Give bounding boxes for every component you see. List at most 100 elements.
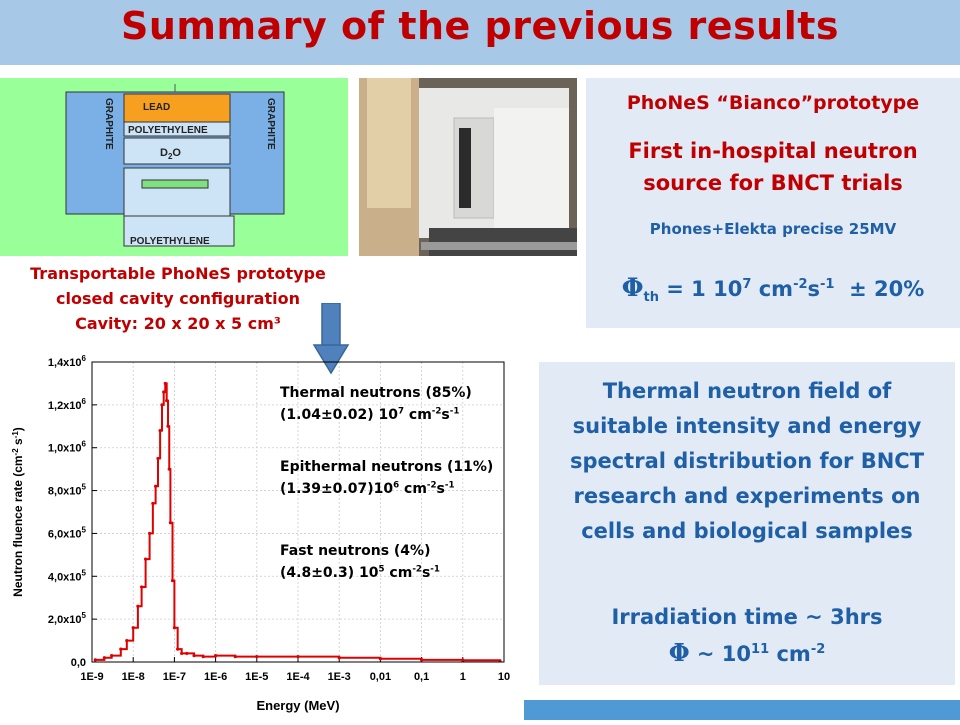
total-fluence: Φ ~ 1011 cm-2 [668, 638, 826, 667]
d2o-label: D2O [160, 147, 181, 161]
spectrum-point [180, 651, 184, 656]
cavity-frame [123, 167, 231, 217]
fast-legend: Fast neutrons (4%) (4.8±0.3) 105 cm-2s-1 [280, 540, 440, 584]
x-tick-label: 1E-6 [204, 671, 227, 683]
x-tick-label: 1E-3 [328, 671, 351, 683]
spectrum-point [144, 557, 148, 561]
x-tick-label: 1E-9 [80, 671, 103, 683]
slide-title: Summary of the previous results [120, 4, 840, 48]
spectrum-point [170, 578, 175, 583]
x-tick-label: 1E-5 [245, 671, 268, 683]
spectrum-point [162, 390, 166, 394]
y-tick-label: 6,0x105 [48, 525, 87, 540]
irradiation-time: Irradiation time ~ 3hrs [611, 605, 883, 629]
x-tick-label: 0,01 [370, 671, 391, 683]
spectrum-point [156, 456, 160, 461]
spectrum-point [147, 531, 152, 536]
y-tick-label: 1,0x106 [48, 440, 87, 455]
x-tick-label: 1E-4 [286, 671, 310, 683]
spectrum-point [233, 655, 237, 659]
fast-label: Fast neutrons (4%) [280, 543, 431, 559]
thermal-flux-value: Φth = 1 107 cm-2s-1 ± 20% [621, 273, 925, 306]
thermal-legend: Thermal neutrons (85%) (1.04±0.02) 107 c… [280, 382, 472, 426]
polyethylene-top-block [123, 121, 231, 137]
epithermal-legend: Epithermal neutrons (11%) (1.39±0.07)106… [280, 456, 493, 500]
photo-drawing [359, 78, 577, 256]
graphite-left-label: GRAPHITE [103, 98, 114, 150]
subtitle-line-1: First in-hospital neutron [628, 139, 918, 163]
spectrum-point [176, 647, 180, 651]
summary-line-2: suitable intensity and energy [572, 414, 922, 438]
spectrum-point [125, 638, 129, 643]
chart-series [93, 381, 502, 663]
x-tick-label: 0,1 [414, 671, 429, 683]
spectrum-point [420, 658, 424, 662]
prototype-subtitle: First in-hospital neutron source for BNC… [586, 135, 960, 199]
spectrum-point [151, 501, 155, 506]
neutron-spectrum-chart: 1E-9 1E-8 1E-7 1E-6 1E-5 1E-4 1E-3 0,01 0,1 1 10 0,… [2, 350, 520, 720]
summary-box: Thermal neutron field of suitable intens… [539, 362, 955, 685]
spectrum-point [172, 626, 176, 630]
spectrum-point [110, 653, 114, 658]
spectrum-point [192, 653, 196, 658]
caption-line-3: Cavity: 20 x 20 x 5 cm³ [75, 314, 281, 333]
y-tick-label: 0,0 [71, 657, 86, 669]
spectrum-point [201, 655, 205, 659]
spectrum-point [131, 626, 135, 630]
spectrum-point [119, 647, 123, 651]
x-tick-label: 1 [460, 671, 466, 683]
subtitle-line-2: source for BNCT trials [643, 171, 903, 195]
spectrum-point [296, 655, 300, 659]
y-axis-label: Neutron fluence rate (cm-2 s-1) [11, 427, 25, 597]
polyethylene-bottom-block [123, 215, 235, 247]
spectrum-point [255, 655, 259, 659]
spectrum-point [167, 467, 171, 471]
y-tick-label: 1,4x106 [48, 354, 87, 369]
caption-line-2: closed cavity configuration [56, 289, 300, 308]
polyethylene-top-label: POLYETHYLENE [128, 125, 208, 136]
spectrum-point [93, 658, 97, 662]
x-tick-label: 10 [498, 671, 510, 683]
graphite-right-label: GRAPHITE [265, 98, 276, 150]
prototype-caption: Transportable PhoNeS prototype closed ca… [0, 261, 356, 336]
prototype-info-box: PhoNeS “Bianco”prototype First in-hospit… [586, 78, 960, 328]
fast-value: (4.8±0.3) 105 cm-2s-1 [280, 564, 440, 581]
y-tick-label: 8,0x105 [48, 483, 87, 498]
x-axis-label: Energy (MeV) [256, 698, 339, 713]
x-tick-label: 1E-8 [122, 671, 145, 683]
plot-frame [91, 361, 505, 663]
cavity-slot [141, 179, 209, 189]
chart-svg: 1E-9 1E-8 1E-7 1E-6 1E-5 1E-4 1E-3 0,01 0,1 1 10 0,… [11, 354, 510, 713]
lead-label: LEAD [143, 102, 170, 113]
prototype-heading: PhoNeS “Bianco”prototype [626, 92, 920, 114]
polyethylene-bottom-label: POLYETHYLENE [130, 236, 210, 247]
title-bar [0, 0, 960, 65]
y-tick-label: 4,0x105 [48, 568, 87, 583]
prototype-schematic: LEAD POLYETHYLENE D2O POLYETHYLENE GRAPH… [0, 78, 348, 256]
spectrum-point [337, 656, 341, 660]
footer-strip [524, 700, 960, 720]
spectrum-point [461, 658, 465, 662]
spectrum-point [163, 381, 167, 386]
summary-line-5: cells and biological samples [581, 519, 913, 543]
spectrum-point [165, 398, 169, 403]
thermal-value: (1.04±0.02) 107 cm-2s-1 [280, 406, 460, 423]
thermal-label: Thermal neutrons (85%) [280, 385, 472, 401]
summary-line-4: research and experiments on [573, 484, 921, 508]
down-arrow-icon [312, 303, 350, 375]
summary-line-1: Thermal neutron field of [602, 379, 892, 403]
spectrum-point [154, 484, 158, 488]
summary-line-3: spectral distribution for BNCT [569, 449, 925, 473]
spectrum-point [378, 657, 382, 661]
epithermal-label: Epithermal neutrons (11%) [280, 459, 494, 475]
spectrum-point [160, 403, 164, 407]
x-tick-label: 1E-7 [163, 671, 186, 683]
chart-ticks: 1E-9 1E-8 1E-7 1E-6 1E-5 1E-4 1E-3 0,01 0,1 1 10 0,… [48, 354, 510, 683]
y-tick-label: 2,0x105 [48, 611, 87, 626]
spectrum-point [140, 585, 144, 589]
spectrum-point [102, 656, 107, 660]
spectrum-point [136, 604, 140, 608]
y-tick-label: 1,2x106 [48, 397, 87, 412]
spectrum-point [185, 651, 189, 656]
summary-text: Thermal neutron field of suitable intens… [539, 374, 955, 549]
